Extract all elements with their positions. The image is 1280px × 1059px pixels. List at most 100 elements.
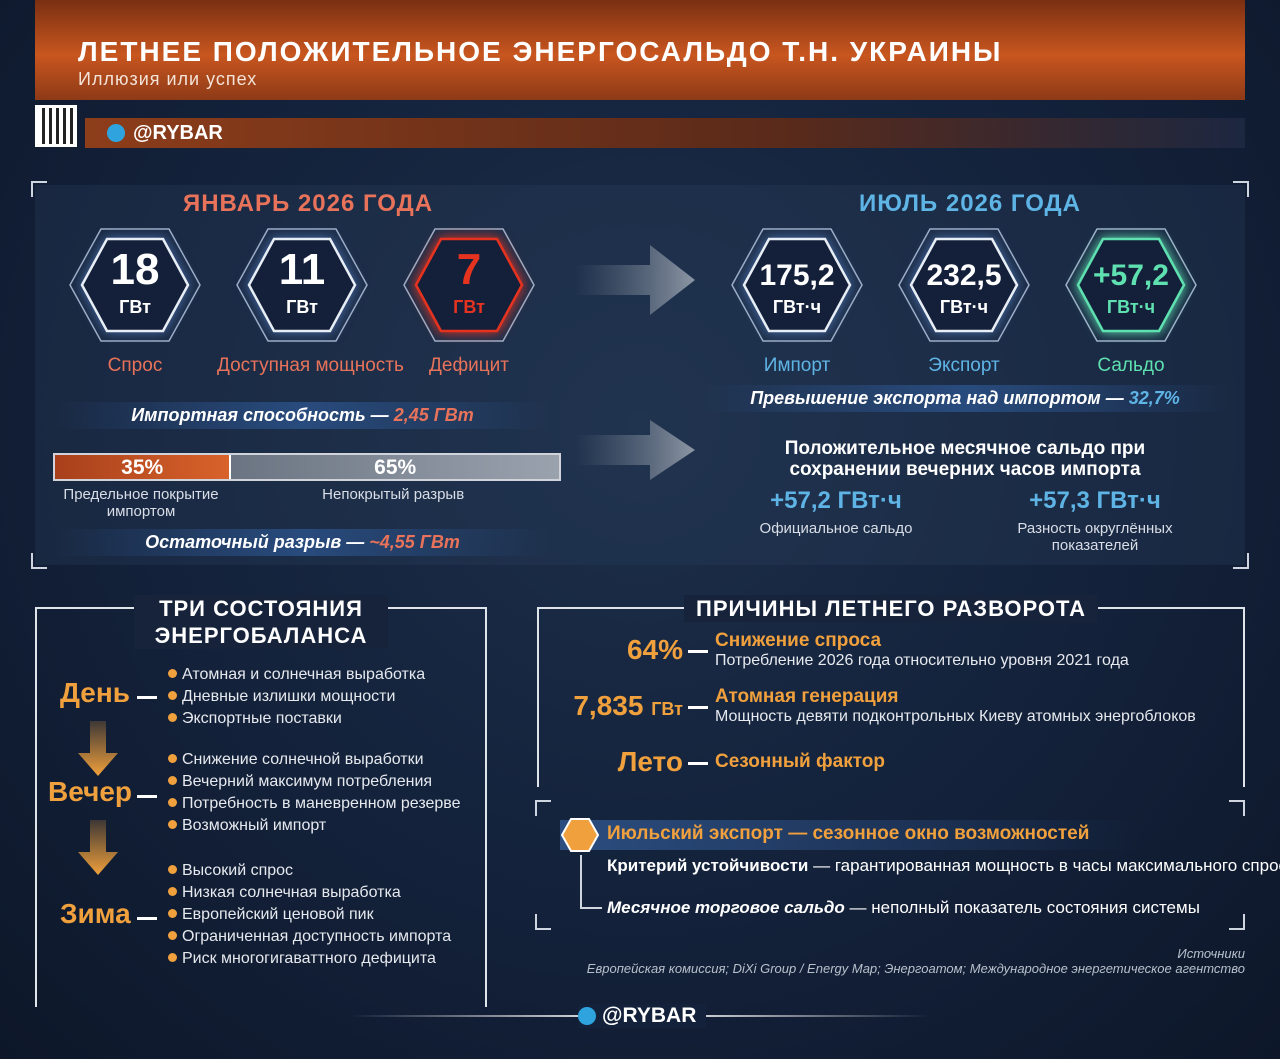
- bullet: Европейский ценовой пик: [168, 906, 374, 924]
- summary-point: Критерий устойчивости — гарантированная …: [607, 856, 1280, 875]
- sources-text: Европейская комиссия; DiXi Group / Energ…: [586, 961, 1245, 976]
- summary-band: [560, 820, 1140, 850]
- upper-panel: [31, 181, 1249, 569]
- coverage-caption: Непокрытый разрыв: [322, 486, 465, 503]
- january-heading: ЯНВАРЬ 2026 ГОДА: [182, 190, 434, 217]
- hexagon: [69, 228, 201, 342]
- arrows: [575, 245, 695, 480]
- label: Импортная способность —: [131, 405, 389, 425]
- tree-line: [580, 855, 602, 909]
- summary-box: Июльский экспорт — сезонное окно возможн…: [535, 800, 1280, 930]
- hex-icon: [560, 818, 600, 852]
- unit: ГВт: [651, 699, 683, 719]
- connector: [688, 706, 708, 709]
- channel: @RYBAR: [133, 122, 223, 144]
- indicator-unit: ГВт·ч: [772, 297, 822, 317]
- indicator-hex: 232,5 ГВт·ч: [897, 227, 1031, 343]
- coverage-segment: 65%: [231, 455, 559, 479]
- indicator-label: Экспорт: [928, 355, 1000, 376]
- bracket: [1233, 181, 1249, 197]
- bracket: [1229, 800, 1245, 816]
- states-title: ТРИ СОСТОЯНИЯ ЭНЕРГОБАЛАНСА: [134, 595, 388, 649]
- bracket: [535, 800, 551, 816]
- reason-description: Потребление 2026 года относительно уровн…: [715, 652, 1129, 669]
- footer-badge: @RYBAR: [578, 1004, 706, 1028]
- indicator-hex: 7 ГВт: [402, 227, 536, 343]
- indicator-label: Спрос: [107, 355, 163, 376]
- indicator-value: +57,2: [1093, 259, 1169, 292]
- bullet: Низкая солнечная выработка: [168, 884, 401, 902]
- hexagon: [1065, 228, 1197, 342]
- connector: [688, 762, 708, 765]
- july-heading: ИЮЛЬ 2026 ГОДА: [859, 190, 1081, 217]
- telegram-icon: [107, 124, 125, 142]
- bullet: Ограниченная доступность импорта: [168, 928, 451, 946]
- coverage-segment: 35%: [55, 455, 232, 479]
- period-name: Вечер: [48, 776, 133, 807]
- reasons-title: ПРИЧИНЫ ЛЕТНЕГО РАЗВОРОТА: [684, 595, 1098, 622]
- connector: [137, 917, 157, 920]
- coverage-label: 65%: [374, 456, 417, 479]
- balance-caption: Официальное сальдо: [759, 520, 913, 537]
- export-excess: Превышение экспорта над импортом — 32,7%: [700, 385, 1230, 412]
- hexagon: [403, 228, 535, 342]
- indicator-value: 11: [278, 245, 326, 294]
- bullet: Риск многогигаваттного дефицита: [168, 950, 436, 968]
- term: Месячное торговое сальдо: [607, 898, 845, 917]
- value: 2,45 ГВт: [393, 405, 474, 425]
- bullet: Атомная и солнечная выработка: [168, 666, 425, 684]
- period-name: Зима: [60, 898, 131, 929]
- hexagon: [898, 228, 1030, 342]
- arrow: [575, 245, 695, 315]
- reason-title: Атомная генерация: [715, 686, 899, 707]
- channel-bar: @RYBAR: [85, 118, 1245, 148]
- residual-gap: Остаточный разрыв — ~4,55 ГВт: [55, 529, 550, 556]
- indicator-hex: +57,2 ГВт·ч: [1064, 227, 1198, 343]
- summary-point: Месячное торговое сальдо — неполный пока…: [607, 898, 1227, 918]
- summary-title: Июльский экспорт — сезонное окно возможн…: [607, 823, 1090, 844]
- indicator-hex: 18 ГВт: [68, 227, 202, 343]
- bullet: Экспортные поставки: [168, 710, 342, 728]
- reason-description: Мощность девяти подконтрольных Киеву ато…: [715, 708, 1196, 725]
- indicator-hex: 175,2 ГВт·ч: [730, 227, 864, 343]
- indicator-value: 175,2: [759, 259, 835, 292]
- text: — неполный показатель состояния системы: [849, 898, 1200, 917]
- connector: [137, 696, 157, 699]
- bullet: Возможный импорт: [168, 817, 326, 835]
- sources-title: Источники: [1177, 946, 1245, 961]
- indicator-hex: 11 ГВт: [235, 227, 369, 343]
- balance-value: +57,3 ГВт·ч: [1029, 487, 1161, 514]
- indicator-label: Дефицит: [429, 355, 509, 376]
- import-capacity: Импортная способность — 2,45 ГВт: [55, 402, 550, 429]
- bullet: Потребность в маневренном резерве: [168, 795, 461, 813]
- indicator-label: Импорт: [763, 355, 831, 376]
- qr-code: [35, 105, 77, 147]
- monthly-balance-title: Положительное месячное сальдо при сохран…: [784, 438, 1146, 480]
- bullet: Высокий спрос: [168, 862, 293, 880]
- bullet: Дневные излишки мощности: [168, 688, 395, 706]
- label: Остаточный разрыв —: [145, 532, 365, 552]
- value: 7,835: [573, 690, 644, 721]
- connector: [137, 795, 157, 798]
- down-arrow: [78, 721, 118, 776]
- coverage-label: 35%: [121, 456, 164, 479]
- reason-value: 64%: [627, 634, 683, 666]
- value: 64%: [626, 634, 683, 665]
- term: Критерий устойчивости: [607, 856, 809, 875]
- subtitle: Иллюзия или успех: [78, 69, 258, 89]
- bullet: Снижение солнечной выработки: [168, 751, 424, 769]
- connector: [688, 650, 708, 653]
- header-band: [35, 0, 1245, 100]
- down-arrow: [78, 820, 118, 875]
- hexagon: [236, 228, 368, 342]
- bracket: [31, 553, 47, 569]
- indicator-value: 232,5: [926, 259, 1002, 292]
- value: Лето: [617, 746, 683, 777]
- bracket: [1233, 553, 1249, 569]
- bracket: [535, 914, 551, 930]
- footer-channel: @RYBAR: [602, 1004, 697, 1027]
- indicator-value: 7: [456, 245, 482, 294]
- telegram-icon: [578, 1007, 596, 1025]
- balance-value: +57,2 ГВт·ч: [770, 487, 902, 514]
